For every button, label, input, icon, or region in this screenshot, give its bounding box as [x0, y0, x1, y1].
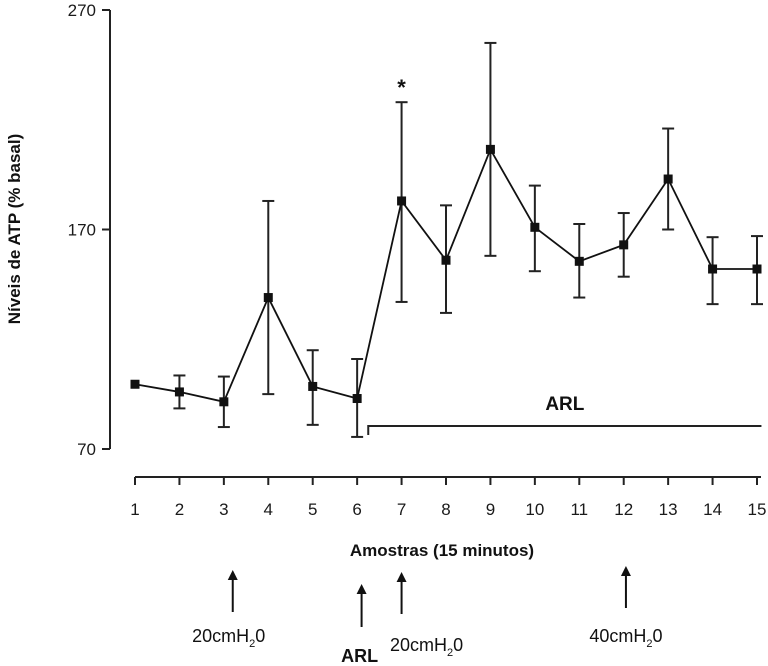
data-point: [441, 255, 451, 265]
x-tick-label: 13: [659, 500, 678, 519]
pressure-label: 40cmH20: [589, 626, 662, 650]
data-markers: [130, 144, 762, 407]
x-tick-label: 9: [486, 500, 495, 519]
x-tick-label: 7: [397, 500, 406, 519]
data-point: [708, 264, 718, 274]
x-tick-label: 12: [614, 500, 633, 519]
event-arrow: 40cmH20: [589, 566, 663, 650]
x-tick-label: 10: [525, 500, 544, 519]
error-bars: [173, 41, 763, 438]
event-arrow: ARL: [341, 584, 378, 666]
x-tick-label: 6: [352, 500, 361, 519]
data-point: [752, 264, 762, 274]
x-tick-label: 2: [175, 500, 184, 519]
x-tick-label: 14: [703, 500, 722, 519]
data-point: [619, 240, 629, 250]
arrow-up-icon: [227, 570, 238, 580]
event-arrow: 20cmH20: [192, 570, 265, 650]
x-axis-title: Amostras (15 minutos): [350, 541, 534, 560]
data-point: [352, 394, 362, 404]
x-tick-label: 1: [130, 500, 139, 519]
y-tick-label: 70: [77, 440, 96, 459]
arl-bracket: ARL: [367, 394, 762, 435]
data-point: [308, 381, 318, 391]
arrow-up-icon: [356, 584, 367, 594]
arrow-up-icon: [620, 566, 631, 576]
x-tick-label: 4: [264, 500, 273, 519]
arrow-up-icon: [396, 572, 407, 582]
x-tick-label: 8: [441, 500, 450, 519]
data-point: [219, 397, 229, 407]
x-axis: 1 2 3 4 5 6 7 8 9 10 11 12 13 14 15: [130, 476, 767, 519]
data-point: [485, 144, 495, 154]
data-point: [263, 293, 273, 303]
y-axis-title: Níveis de ATP (% basal): [5, 134, 24, 325]
pressure-label: 20cmH20: [390, 635, 463, 659]
x-tick-label: 11: [570, 500, 588, 519]
y-tick-label: 170: [68, 221, 96, 240]
pressure-label: 20cmH20: [192, 626, 265, 650]
x-tick-label: 15: [748, 500, 767, 519]
arl-bracket-label: ARL: [545, 394, 584, 415]
x-tick-label: 5: [308, 500, 317, 519]
arl-start-label: ARL: [341, 646, 378, 666]
data-point: [174, 387, 184, 397]
arl-bracket-line: [367, 425, 762, 435]
y-axis: 70 170 270: [68, 1, 111, 459]
data-point: [663, 174, 673, 184]
data-point: [130, 379, 140, 389]
x-tick-label: 3: [219, 500, 228, 519]
y-tick-label: 270: [68, 1, 96, 20]
data-point: [530, 222, 540, 232]
data-point: [397, 196, 407, 206]
event-arrow: 20cmH20: [390, 572, 463, 659]
annotations: * 20cmH20 ARL 20cmH20 40cmH20: [192, 75, 662, 666]
significance-asterisk: *: [397, 75, 406, 100]
data-point: [574, 256, 584, 266]
